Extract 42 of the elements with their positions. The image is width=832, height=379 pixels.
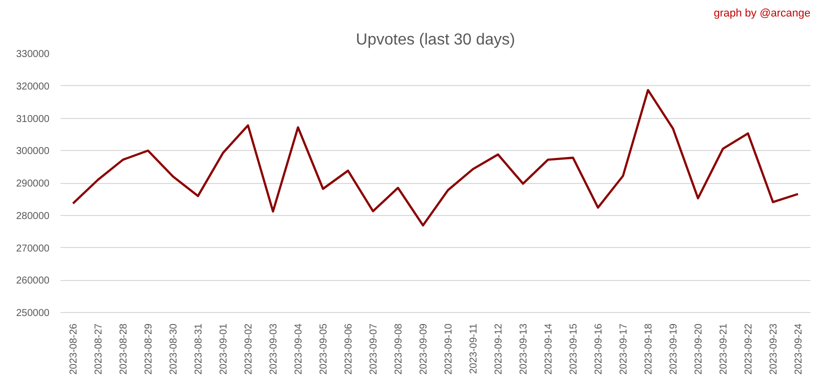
x-tick-label: 2023-09-07 <box>368 323 380 375</box>
x-tick-label: 2023-09-21 <box>718 323 730 375</box>
x-tick-label: 2023-09-10 <box>444 323 454 375</box>
x-tick-label: 2023-09-15 <box>568 323 580 375</box>
x-tick-label: 2023-09-02 <box>244 323 254 375</box>
x-tick-label: 2023-09-11 <box>468 323 480 374</box>
x-tick-label: 2023-08-26 <box>68 323 80 375</box>
y-tick-label: 320000 <box>16 81 50 92</box>
x-tick-label: 2023-09-04 <box>294 323 304 375</box>
x-tick-label: 2023-09-09 <box>418 323 430 375</box>
y-tick-label: 250000 <box>16 308 50 319</box>
x-tick-label: 2023-09-18 <box>644 323 654 375</box>
y-tick-label: 330000 <box>16 49 50 60</box>
chart-title: Upvotes (last 30 days) <box>356 32 516 48</box>
x-tick-label: 2023-08-29 <box>144 323 154 375</box>
y-tick-label: 290000 <box>16 178 50 190</box>
x-tick-label: 2023-09-06 <box>344 323 354 375</box>
x-tick-label: 2023-09-23 <box>768 323 780 375</box>
x-tick-label: 2023-09-08 <box>394 323 404 375</box>
x-tick-label: 2023-09-14 <box>544 323 554 375</box>
x-tick-label: 2023-09-20 <box>694 323 704 375</box>
y-tick-label: 300000 <box>16 146 50 158</box>
x-tick-label: 2023-09-12 <box>494 323 504 375</box>
x-tick-label: 2023-09-24 <box>794 323 804 375</box>
x-tick-label: 2023-08-27 <box>94 323 104 375</box>
x-tick-label: 2023-09-17 <box>618 323 630 375</box>
x-tick-label: 2023-09-01 <box>218 323 230 375</box>
y-tick-label: 270000 <box>16 243 50 254</box>
text: graph by @arcange <box>714 8 811 20</box>
x-tick-label: 2023-08-31 <box>194 323 204 375</box>
x-tick-label: 2023-09-13 <box>518 323 530 375</box>
y-tick-label: 280000 <box>16 210 50 222</box>
x-tick-label: 2023-09-16 <box>594 323 604 375</box>
y-tick-label: 310000 <box>16 114 50 125</box>
x-tick-label: 2023-08-30 <box>168 323 180 375</box>
y-tick-label: 260000 <box>16 276 50 287</box>
x-tick-label: 2023-09-05 <box>318 323 330 375</box>
x-tick-label: 2023-09-03 <box>268 323 280 375</box>
x-tick-label: 2023-09-22 <box>744 323 754 375</box>
x-tick-label: 2023-09-19 <box>668 323 680 375</box>
x-tick-label: 2023-08-28 <box>118 323 130 375</box>
line-series <box>72 88 800 227</box>
